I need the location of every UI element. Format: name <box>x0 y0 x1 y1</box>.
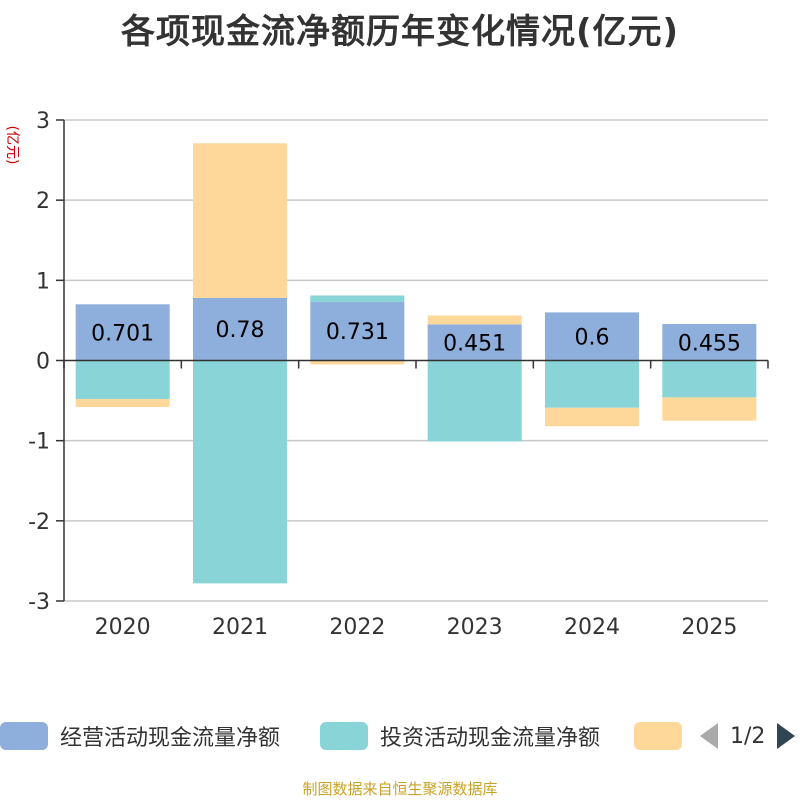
legend-prev-icon[interactable] <box>700 723 718 749</box>
legend-swatch-operating <box>0 722 48 750</box>
x-tick-label: 2023 <box>447 615 503 640</box>
bar-series0-2024 <box>545 312 639 361</box>
data-label: 0.455 <box>678 331 741 356</box>
legend-pager: 1/2 <box>700 716 796 756</box>
legend-next-icon[interactable] <box>777 723 796 749</box>
bar-chart: 3 2 1 0 -1 -2 -3 (亿元) 2020 2021 2022 2023 2024 2025 0… <box>4 109 769 640</box>
bar-series1-2023 <box>427 360 522 442</box>
data-label: 0.6 <box>575 325 610 350</box>
bar-series0-2023 <box>427 324 522 361</box>
y-tick-label: 2 <box>36 189 50 214</box>
bar-series0-2021 <box>193 297 287 361</box>
x-tick-label: 2021 <box>212 615 268 640</box>
bar-series2-2023 <box>427 315 522 325</box>
bar-series1-2024 <box>545 360 639 408</box>
x-tick-label: 2024 <box>564 615 620 640</box>
legend-page-indicator: 1/2 <box>730 723 766 749</box>
y-tick-label: 3 <box>36 109 50 134</box>
bar-series1-2022 <box>310 295 405 302</box>
y-tick-label: 0 <box>36 350 50 375</box>
bar-series2-2021 <box>193 143 287 298</box>
legend-item-financing[interactable] <box>634 716 682 756</box>
legend: 经营活动现金流量净额 投资活动现金流量净额 1/2 <box>0 716 800 756</box>
data-label: 0.451 <box>443 331 506 356</box>
bar-series0-2022 <box>310 301 405 361</box>
bar-series1-2025 <box>662 360 757 398</box>
data-source-note: 制图数据来自恒生聚源数据库 <box>302 780 498 798</box>
legend-item-operating[interactable]: 经营活动现金流量净额 <box>0 716 280 756</box>
data-label: 0.78 <box>216 318 265 343</box>
y-axis-unit-label: (亿元) <box>4 126 20 165</box>
bars <box>75 143 757 584</box>
y-tick-label: 1 <box>36 269 50 294</box>
bar-series1-2020 <box>75 360 170 399</box>
bar-series2-2020 <box>75 398 170 407</box>
data-labels: 0.701 0.78 0.731 0.451 0.6 0.455 <box>91 318 741 356</box>
legend-swatch-financing <box>634 722 682 750</box>
data-label: 0.731 <box>326 320 389 345</box>
grid-lines <box>64 119 768 602</box>
bar-series2-2024 <box>545 407 639 427</box>
y-tick-label: -2 <box>28 510 50 535</box>
bar-series0-2020 <box>75 304 170 361</box>
bar-series1-2021 <box>193 360 287 584</box>
chart-title: 各项现金流净额历年变化情况(亿元) <box>120 12 680 52</box>
axes: 3 2 1 0 -1 -2 -3 (亿元) 2020 2021 2022 2023 2024 2025 <box>4 109 769 640</box>
data-label: 0.701 <box>91 321 154 346</box>
x-tick-label: 2025 <box>681 615 737 640</box>
x-tick-label: 2020 <box>95 615 151 640</box>
y-tick-label: -1 <box>28 430 50 455</box>
legend-label-operating: 经营活动现金流量净额 <box>60 726 281 751</box>
bar-series2-2022 <box>310 360 405 365</box>
bar-series2-2025 <box>662 397 757 421</box>
bar-series0-2025 <box>662 324 757 361</box>
legend-swatch-investing <box>320 722 368 750</box>
x-tick-label: 2022 <box>329 615 385 640</box>
legend-label-investing: 投资活动现金流量净额 <box>380 726 601 751</box>
y-tick-label: -3 <box>28 590 50 615</box>
legend-item-investing[interactable]: 投资活动现金流量净额 <box>320 716 600 756</box>
